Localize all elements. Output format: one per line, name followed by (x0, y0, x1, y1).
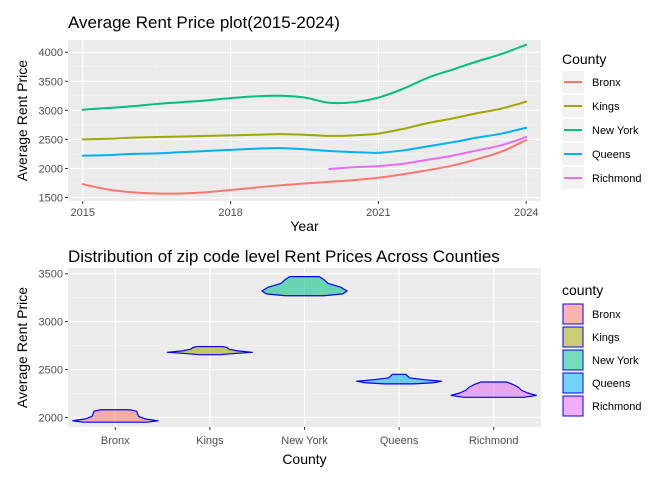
violin-richmond (450, 381, 537, 398)
y-tick-label: 4000 (39, 47, 63, 59)
x-tick-label: Bronx (101, 435, 130, 447)
violin-chart-legend: Bronx Kings New York Queens Richmond (562, 303, 642, 417)
y-tick-label: 1500 (39, 193, 63, 205)
y-tick-label: 2500 (39, 134, 63, 146)
series-line-new-york (81, 43, 528, 111)
legend-item-queens: Queens (562, 143, 631, 165)
legend-label: Richmond (592, 401, 642, 413)
violin-chart-title: Distribution of zip code level Rent Pric… (68, 247, 500, 266)
line-chart-y-title: Average Rent Price (14, 60, 30, 181)
series-line-queens (81, 126, 528, 157)
x-tick-label: New York (281, 435, 328, 447)
violin-chart-y-title: Average Rent Price (14, 287, 30, 408)
legend-item-queens: Queens (562, 372, 631, 394)
legend-item-kings: Kings (562, 95, 620, 117)
legend-label: Kings (592, 101, 620, 113)
violin-chart-y-axis: 2000 2500 3000 3500 (39, 269, 68, 424)
x-tick-label: Richmond (469, 435, 519, 447)
legend-label: Bronx (592, 309, 621, 321)
x-tick-label: Queens (380, 435, 419, 447)
violin-bronx (72, 409, 159, 423)
x-tick-label: 2015 (71, 207, 95, 219)
violin-chart-x-axis: Bronx Kings New York Queens Richmond (101, 427, 519, 447)
legend-key (562, 349, 584, 371)
line-chart-grid (68, 40, 541, 201)
violin-chart-x-title: County (282, 451, 326, 467)
series-line-richmond (328, 136, 528, 171)
x-tick-label: Kings (196, 435, 224, 447)
violin-chart: Distribution of zip code level Rent Pric… (14, 247, 642, 467)
legend-item-richmond: Richmond (562, 395, 642, 417)
legend-label: Queens (592, 149, 631, 161)
line-chart-title: Average Rent Price plot(2015-2024) (68, 13, 340, 32)
violin-queens (355, 373, 443, 385)
y-tick-label: 2000 (39, 163, 63, 175)
line-chart-series (81, 43, 528, 195)
line-chart-legend: Bronx Kings New York Queens Richmond (562, 71, 642, 189)
y-tick-label: 3000 (39, 317, 63, 329)
series-line-bronx (81, 138, 528, 195)
line-chart-legend-title: County (562, 51, 606, 67)
line-chart-x-axis: 2015 2018 2021 2024 (71, 201, 538, 219)
violin-new-york (261, 276, 348, 297)
violin-kings (166, 345, 254, 356)
legend-item-kings: Kings (562, 326, 620, 348)
legend-label: Richmond (592, 173, 642, 185)
x-tick-label: 2021 (366, 207, 390, 219)
line-chart-y-axis: 1500 2000 2500 3000 3500 4000 (39, 47, 68, 205)
violin-chart-violins (72, 276, 537, 423)
legend-item-bronx: Bronx (562, 303, 621, 325)
legend-key (562, 372, 584, 394)
legend-item-richmond: Richmond (562, 167, 642, 189)
y-tick-label: 3500 (39, 269, 63, 281)
legend-key (562, 326, 584, 348)
legend-key (562, 395, 584, 417)
line-chart: Average Rent Price plot(2015-2024) 2015 2… (14, 13, 642, 234)
legend-item-new-york: New York (562, 119, 639, 141)
legend-item-bronx: Bronx (562, 71, 621, 93)
y-tick-label: 3000 (39, 105, 63, 117)
x-tick-label: 2024 (514, 207, 538, 219)
legend-key (562, 303, 584, 325)
y-tick-label: 2000 (39, 412, 63, 424)
legend-label: New York (592, 355, 639, 367)
legend-label: Kings (592, 332, 620, 344)
series-line-kings (81, 100, 528, 141)
legend-label: New York (592, 125, 639, 137)
violin-chart-grid (68, 268, 541, 427)
y-tick-label: 2500 (39, 365, 63, 377)
legend-label: Queens (592, 378, 631, 390)
violin-chart-legend-title: county (562, 282, 603, 298)
line-chart-x-title: Year (290, 218, 319, 234)
legend-item-new-york: New York (562, 349, 639, 371)
y-tick-label: 3500 (39, 76, 63, 88)
x-tick-label: 2018 (218, 207, 242, 219)
legend-label: Bronx (592, 77, 621, 89)
